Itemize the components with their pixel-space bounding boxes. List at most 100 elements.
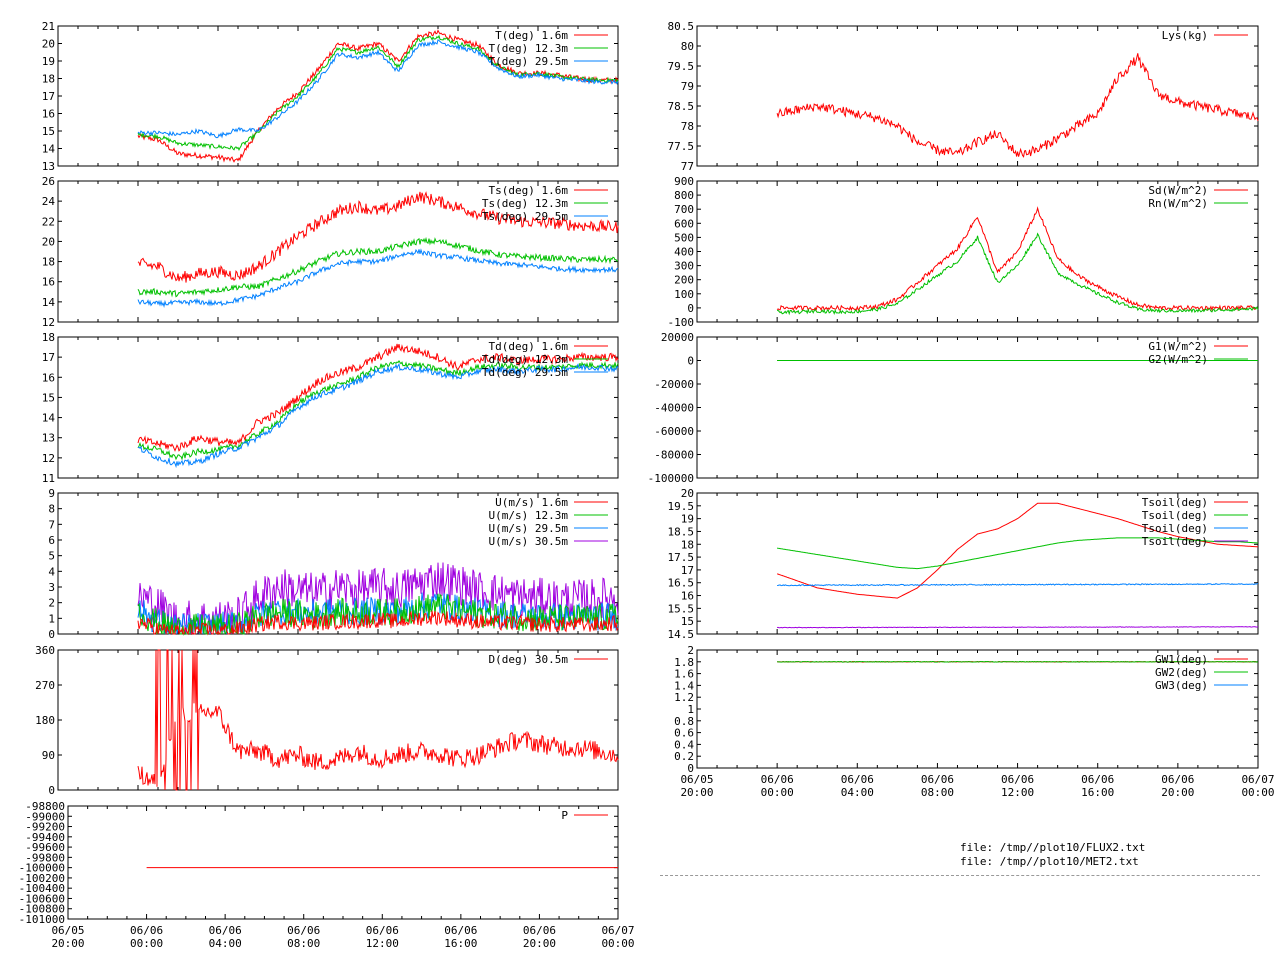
y-tick-label: 20 xyxy=(681,487,694,500)
y-tick-label: 80 xyxy=(681,40,694,53)
y-tick-label: 19.5 xyxy=(668,500,695,513)
legend-label: T(deg) 29.5m xyxy=(489,55,569,68)
y-tick-label: -101000 xyxy=(19,913,65,926)
y-tick-label: 9 xyxy=(48,487,55,500)
y-tick-label: 0.8 xyxy=(674,715,694,728)
x-tick-label: 06/05 xyxy=(680,773,713,786)
legend-label: G1(W/m^2) xyxy=(1148,340,1208,353)
legend-label: U(m/s) 29.5m xyxy=(489,522,569,535)
y-tick-label: 180 xyxy=(35,714,55,727)
legend-label: GW2(deg) xyxy=(1155,666,1208,679)
y-tick-label: 17 xyxy=(42,90,55,103)
y-tick-label: 200 xyxy=(674,274,694,287)
legend-label: T(deg) 12.3m xyxy=(489,42,569,55)
x-tick-label: 04:00 xyxy=(209,937,242,950)
y-tick-label: 18 xyxy=(42,256,55,269)
file-label-met: file: /tmp//plot10/MET2.txt xyxy=(960,855,1139,868)
series-line-3 xyxy=(137,593,619,636)
legend-label: Td(deg) 29.5m xyxy=(482,366,568,379)
y-tick-label: 18.5 xyxy=(668,525,695,538)
chart-ground-heat: -100000 -80000 -60000 -40000 -20000 0 20000 G1(… xyxy=(648,331,1259,485)
x-tick-label: 06/06 xyxy=(444,924,477,937)
x-tick-label: 20:00 xyxy=(523,937,556,950)
plot-frame xyxy=(696,25,1259,167)
y-tick-label: 19 xyxy=(681,513,694,526)
y-tick-label: 2 xyxy=(48,597,55,610)
series-line-2 xyxy=(137,592,619,635)
y-tick-label: -100000 xyxy=(19,862,65,875)
x-tick-label: 06/06 xyxy=(1161,773,1194,786)
y-tick-label: 0 xyxy=(687,355,694,368)
x-tick-label: 06/07 xyxy=(601,924,634,937)
series-line-3 xyxy=(777,583,1259,587)
x-tick-label: 04:00 xyxy=(841,786,874,799)
y-tick-label: 0 xyxy=(48,628,55,641)
legend-label: U(m/s) 30.5m xyxy=(489,535,569,548)
chart-pressure: -101000-100800-100600-100400-100200-1000… xyxy=(19,800,619,926)
series-line-3 xyxy=(137,248,619,308)
y-tick-label: 80.5 xyxy=(668,20,695,33)
y-tick-label: 0 xyxy=(687,762,694,775)
y-tick-label: 79 xyxy=(681,80,694,93)
x-tick-label: 06/06 xyxy=(523,924,556,937)
x-tick-label: 06/06 xyxy=(1001,773,1034,786)
y-tick-label: 26 xyxy=(42,175,55,188)
legend-label: GW1(deg) xyxy=(1155,653,1208,666)
legend-label: GW3(deg) xyxy=(1155,679,1208,692)
y-tick-label: 24 xyxy=(42,195,56,208)
series-line-1 xyxy=(137,649,619,791)
y-tick-label: -98800 xyxy=(25,800,65,813)
y-tick-label: 15.5 xyxy=(668,602,695,615)
x-tick-label: 00:00 xyxy=(130,937,163,950)
y-tick-label: 12 xyxy=(42,316,55,329)
y-tick-label: 77 xyxy=(681,160,694,173)
legend-label: Tsoil(deg) xyxy=(1142,522,1208,535)
y-tick-label: 400 xyxy=(674,246,694,259)
chart-wind-direction: 0 90 180 270 360 D(deg) 30.5m xyxy=(35,644,619,797)
y-tick-label: 8 xyxy=(48,503,55,516)
y-tick-label: 16 xyxy=(42,108,55,121)
y-tick-label: 0.4 xyxy=(674,738,694,751)
y-tick-label: 20 xyxy=(42,235,55,248)
y-tick-label: -60000 xyxy=(654,425,694,438)
y-tick-label: 14.5 xyxy=(668,628,695,641)
x-tick-label: 06/06 xyxy=(921,773,954,786)
legend-label: Td(deg) 12.3m xyxy=(482,353,568,366)
x-tick-label: 08:00 xyxy=(921,786,954,799)
y-tick-label: 500 xyxy=(674,231,694,244)
series-line-2 xyxy=(777,537,1259,570)
y-tick-label: 1.6 xyxy=(674,668,694,681)
legend-label: T(deg) 1.6m xyxy=(495,29,568,42)
legend-label: Rn(W/m^2) xyxy=(1148,197,1208,210)
y-tick-label: -100400 xyxy=(19,882,65,895)
y-tick-label: 12 xyxy=(42,452,55,465)
y-tick-label: 15 xyxy=(42,125,55,138)
y-tick-label: 2 xyxy=(687,644,694,657)
legend-label: Lys(kg) xyxy=(1162,29,1208,42)
legend-label: Tsoil(deg) xyxy=(1142,509,1208,522)
series-line-1 xyxy=(137,343,619,452)
legend-label: U(m/s) 12.3m xyxy=(489,509,569,522)
x-tick-label: 06/06 xyxy=(1081,773,1114,786)
y-tick-label: -100000 xyxy=(648,472,694,485)
x-tick-label: 06/06 xyxy=(761,773,794,786)
y-tick-label: 4 xyxy=(48,565,55,578)
x-tick-label: 08:00 xyxy=(287,937,320,950)
y-tick-label: 13 xyxy=(42,432,55,445)
y-tick-label: 16 xyxy=(42,371,55,384)
x-tick-label: 20:00 xyxy=(680,786,713,799)
y-tick-label: -20000 xyxy=(654,378,694,391)
x-tick-label: 06/06 xyxy=(841,773,874,786)
x-tick-label: 00:00 xyxy=(761,786,794,799)
x-tick-label: 06/06 xyxy=(130,924,163,937)
y-tick-label: -99200 xyxy=(25,821,65,834)
x-tick-label: 06/05 xyxy=(51,924,84,937)
series-line-4 xyxy=(137,610,619,636)
x-tick-label: 06/06 xyxy=(287,924,320,937)
y-tick-label: 79.5 xyxy=(668,60,695,73)
